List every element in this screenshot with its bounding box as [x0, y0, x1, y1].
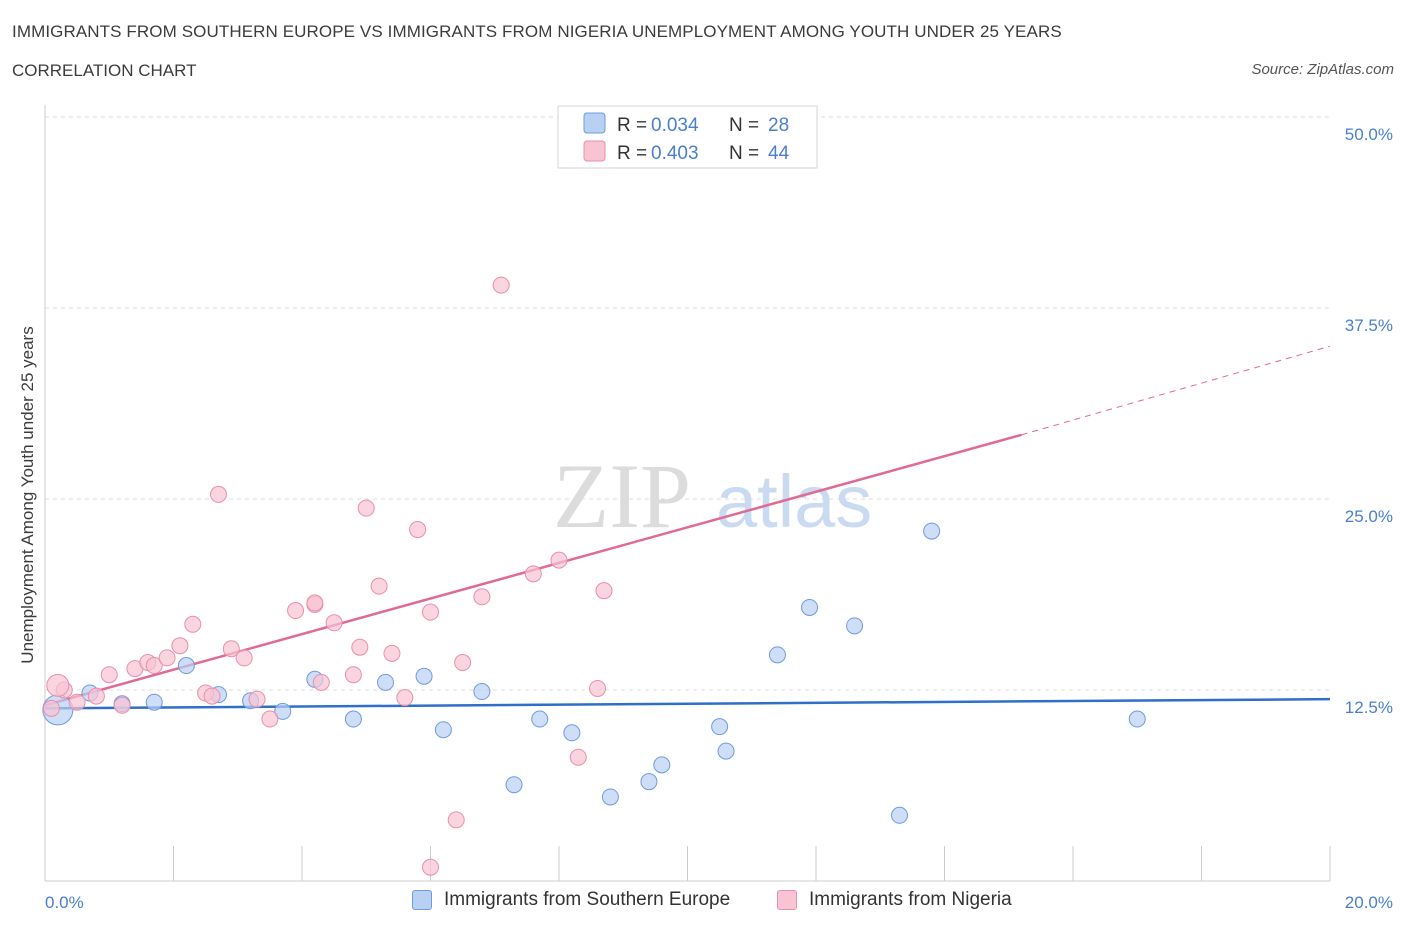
point-southern-europe [177, 657, 195, 675]
point-nigeria [454, 653, 472, 671]
point-southern-europe [415, 667, 433, 685]
legend-n-label-1: N = [729, 115, 759, 136]
source-credit: Source: ZipAtlas.com [1251, 61, 1394, 78]
point-nigeria [447, 811, 465, 829]
point-southern-europe [711, 718, 729, 736]
point-nigeria [351, 638, 369, 656]
point-nigeria [222, 640, 240, 658]
data-points [42, 108, 1146, 876]
legend-swatch-pink [777, 890, 797, 910]
point-nigeria [325, 614, 343, 632]
point-southern-europe [145, 693, 163, 711]
point-southern-europe [846, 617, 864, 635]
tick-labels: 12.5% 25.0% 37.5% 50.0% 0.0% 20.0% [45, 125, 1393, 912]
point-nigeria [42, 699, 60, 717]
point-nigeria [100, 666, 118, 684]
legend-r-value-2: 0.403 [651, 143, 699, 164]
point-nigeria [306, 594, 324, 612]
chart-title: IMMIGRANTS FROM SOUTHERN EUROPE VS IMMIG… [12, 22, 1062, 41]
legend-r-label-1: R = [617, 115, 647, 136]
point-nigeria [357, 499, 375, 517]
point-nigeria [492, 276, 510, 294]
point-nigeria [68, 693, 86, 711]
point-southern-europe [1128, 710, 1146, 728]
point-nigeria [569, 748, 587, 766]
legend-swatch-southern-europe [583, 112, 606, 134]
point-nigeria [171, 637, 189, 655]
point-nigeria [235, 649, 253, 667]
point-nigeria [383, 644, 401, 662]
x-tick-label-min: 0.0% [45, 893, 84, 912]
point-nigeria [184, 615, 202, 633]
legend-r-label-2: R = [617, 143, 647, 164]
x-tick-label-max: 20.0% [1345, 893, 1393, 912]
point-nigeria [524, 565, 542, 583]
point-southern-europe [891, 806, 909, 824]
legend-item-nigeria: Immigrants from Nigeria [777, 889, 1012, 911]
legend-n-label-2: N = [729, 143, 759, 164]
legend-label-nigeria: Immigrants from Nigeria [809, 889, 1012, 910]
point-southern-europe [434, 721, 452, 739]
point-nigeria [473, 588, 491, 606]
legend-r-value-1: 0.034 [651, 115, 699, 136]
watermark-atlas: atlas [716, 460, 872, 543]
point-southern-europe [531, 710, 549, 728]
point-nigeria [158, 649, 176, 667]
y-axis-label: Unemployment Among Youth under 25 years [18, 326, 37, 663]
legend-n-value-2: 44 [768, 143, 790, 164]
point-southern-europe [923, 522, 941, 540]
point-nigeria [422, 858, 439, 876]
watermark: ZIP atlas [553, 445, 872, 547]
legend-swatch-blue [412, 890, 432, 910]
grid-lines [45, 116, 1330, 691]
legend-item-southern-europe: Immigrants from Southern Europe [412, 889, 730, 911]
point-nigeria [203, 687, 221, 705]
point-southern-europe [274, 702, 292, 720]
point-southern-europe [801, 598, 819, 616]
point-nigeria [113, 696, 131, 714]
legend-n-value-1: 28 [768, 115, 789, 136]
trend-line-nigeria-extension [1021, 345, 1331, 436]
point-nigeria [209, 485, 227, 503]
point-nigeria [589, 679, 607, 697]
point-nigeria [145, 657, 163, 675]
point-southern-europe [717, 742, 735, 760]
point-southern-europe [601, 788, 619, 806]
point-southern-europe [505, 776, 523, 794]
point-southern-europe [563, 724, 581, 742]
point-nigeria [261, 710, 279, 728]
point-nigeria [396, 689, 414, 707]
point-nigeria [550, 551, 568, 569]
point-nigeria [370, 577, 388, 595]
point-nigeria [287, 602, 305, 620]
point-nigeria [312, 673, 330, 691]
point-nigeria [87, 687, 105, 705]
point-nigeria [248, 690, 266, 708]
point-southern-europe [473, 683, 491, 701]
point-southern-europe [653, 756, 671, 774]
watermark-zip: ZIP [553, 445, 691, 547]
y-tick-label: 50.0% [1345, 125, 1393, 144]
chart-subtitle: CORRELATION CHART [12, 61, 197, 80]
legend-label-southern-europe: Immigrants from Southern Europe [444, 889, 731, 910]
trend-line-southern-europe [44, 697, 1331, 710]
point-nigeria [344, 666, 362, 684]
point-southern-europe [344, 710, 362, 728]
y-tick-label: 25.0% [1345, 507, 1393, 526]
point-nigeria [46, 673, 70, 697]
point-southern-europe [640, 773, 658, 791]
correlation-legend: R = 0.034 N = 28 R = 0.403 N = 44 [557, 105, 818, 169]
y-tick-label: 12.5% [1345, 698, 1393, 717]
series-legend: Immigrants from Southern Europe Immigran… [0, 889, 1406, 915]
point-southern-europe [377, 673, 395, 691]
point-nigeria [422, 603, 439, 621]
point-southern-europe [768, 646, 786, 664]
legend-swatch-nigeria [583, 140, 606, 162]
point-nigeria [409, 521, 427, 539]
point-nigeria [595, 582, 613, 600]
y-tick-label: 37.5% [1345, 316, 1393, 335]
